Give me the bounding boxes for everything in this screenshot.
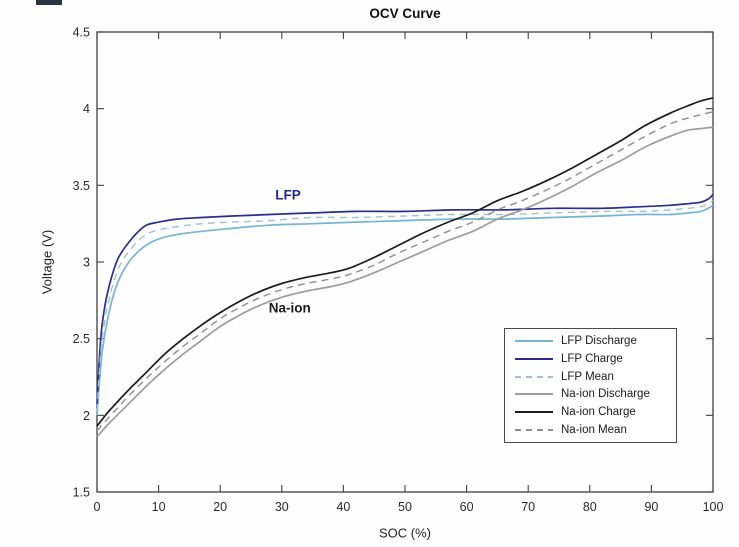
x-tick-label: 60 <box>460 500 474 514</box>
y-axis-label: Voltage (V) <box>39 229 55 295</box>
y-tick-label: 3.5 <box>73 179 90 193</box>
legend-item-na-ion-charge: Na-ion Charge <box>505 404 676 420</box>
legend-line-sample <box>515 339 553 342</box>
y-tick-label: 4 <box>83 102 90 116</box>
x-tick-label: 0 <box>94 500 101 514</box>
legend-line-sample <box>515 375 553 378</box>
x-tick-label: 30 <box>275 500 289 514</box>
legend-item-lfp-discharge: LFP Discharge <box>505 333 676 349</box>
legend-line-sample <box>515 357 553 360</box>
legend-item-na-ion-mean: Na-ion Mean <box>505 422 676 438</box>
legend-label: LFP Discharge <box>561 334 637 347</box>
legend-label: Na-ion Discharge <box>561 388 650 401</box>
series-lfp-mean <box>96 200 714 411</box>
x-tick-label: 90 <box>644 500 658 514</box>
legend-line-sample <box>515 393 553 396</box>
legend-label: Na-ion Charge <box>561 406 636 419</box>
legend-line-sample <box>515 429 553 432</box>
legend: LFP Discharge LFP Charge LFP Mean Na-ion… <box>504 328 677 443</box>
legend-label: Na-ion Mean <box>561 424 627 437</box>
x-axis-label: SOC (%) <box>379 525 431 541</box>
y-tick-label: 2.5 <box>73 332 90 346</box>
x-tick-label: 20 <box>213 500 227 514</box>
chart-title: OCV Curve <box>369 6 441 21</box>
y-tick-label: 3 <box>83 256 90 270</box>
x-tick-label: 40 <box>336 500 350 514</box>
x-tick-label: 50 <box>398 500 412 514</box>
annotation-lfp: LFP <box>275 187 301 203</box>
legend-line-sample <box>515 411 553 414</box>
legend-item-lfp-mean: LFP Mean <box>505 369 676 385</box>
x-tick-label: 10 <box>152 500 166 514</box>
screen-artifact <box>36 0 62 5</box>
series-na-ion-charge <box>96 97 714 427</box>
y-tick-label: 4.5 <box>73 26 90 40</box>
legend-item-na-ion-discharge: Na-ion Discharge <box>505 386 676 402</box>
y-tick-label: 1.5 <box>73 486 90 500</box>
y-tick-label: 2 <box>83 409 90 423</box>
x-tick-label: 70 <box>521 500 535 514</box>
series-na-ion-mean <box>96 111 714 432</box>
series-lfp-discharge <box>96 204 714 416</box>
x-tick-label: 100 <box>703 500 724 514</box>
series-lfp-charge <box>96 193 714 408</box>
legend-label: LFP Mean <box>561 370 614 383</box>
series-na-ion-discharge <box>96 126 714 438</box>
x-tick-label: 80 <box>583 500 597 514</box>
annotation-na-ion: Na-ion <box>268 300 311 316</box>
legend-label: LFP Charge <box>561 352 623 365</box>
legend-item-lfp-charge: LFP Charge <box>505 351 676 367</box>
